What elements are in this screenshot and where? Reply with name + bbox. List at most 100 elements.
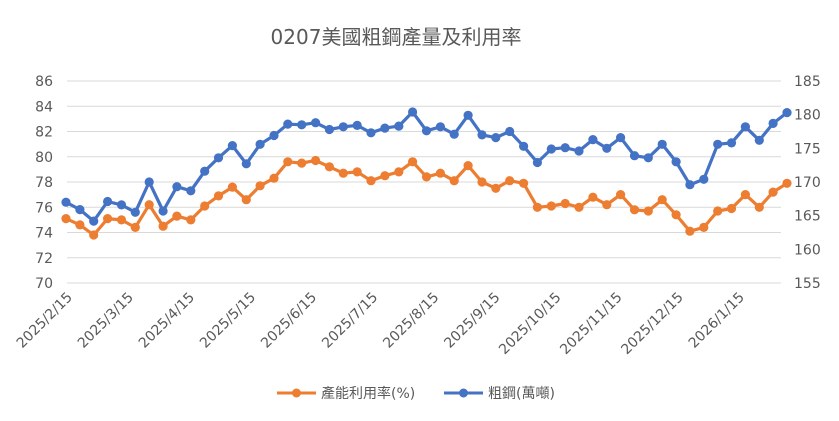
data-point — [560, 198, 570, 209]
data-point — [255, 181, 265, 191]
data-point — [629, 205, 640, 215]
legend-marker-utilization — [292, 388, 301, 398]
data-point — [172, 182, 182, 192]
legend-label-steel: 粗鋼(萬噸) — [488, 386, 555, 402]
x-tick-label: 2025/7/15 — [319, 290, 381, 352]
x-tick-label: 2025/11/15 — [557, 290, 625, 358]
left-tick-label: 78 — [35, 175, 53, 191]
data-point — [172, 211, 182, 221]
data-point — [130, 207, 140, 217]
data-point — [588, 135, 598, 145]
data-point — [435, 122, 445, 132]
data-point — [463, 161, 473, 171]
gridlines — [67, 80, 781, 284]
x-tick-label: 2025/8/15 — [380, 290, 442, 352]
data-point — [352, 120, 362, 130]
data-point — [477, 177, 487, 187]
data-point — [546, 144, 556, 154]
series-0 — [61, 155, 792, 240]
data-point — [338, 122, 348, 132]
data-point — [75, 205, 85, 215]
data-point — [449, 129, 459, 139]
legend: 產能利用率(%) 粗鋼(萬噸) — [277, 385, 555, 402]
data-point — [435, 168, 445, 178]
left-tick-label: 80 — [35, 150, 53, 166]
data-point — [491, 133, 501, 143]
data-point — [394, 121, 404, 131]
data-point — [186, 186, 196, 196]
series-line — [65, 158, 788, 237]
x-tick-label: 2025/5/15 — [197, 290, 259, 352]
right-tick-label: 155 — [794, 276, 821, 292]
data-point — [61, 214, 71, 224]
legend-item-steel: 粗鋼(萬噸) — [444, 386, 555, 402]
left-tick-label: 76 — [35, 200, 53, 216]
right-tick-label: 170 — [794, 175, 821, 191]
data-point — [324, 124, 334, 135]
left-tick-label: 74 — [35, 226, 53, 242]
data-point — [532, 157, 543, 168]
data-point — [421, 172, 432, 182]
data-point — [352, 167, 362, 177]
data-point — [241, 159, 251, 169]
x-tick-label: 2025/9/15 — [441, 290, 503, 352]
data-point — [671, 157, 681, 167]
data-point — [463, 110, 473, 120]
x-tick-label: 2025/12/15 — [618, 290, 686, 358]
data-point — [449, 176, 459, 186]
legend-item-utilization: 產能利用率(%) — [277, 385, 415, 402]
data-point — [519, 141, 529, 151]
right-tick-label: 180 — [794, 108, 821, 124]
data-point — [380, 171, 390, 181]
data-point — [519, 178, 529, 188]
data-point — [200, 201, 210, 211]
chart-title: 0207美國粗鋼產量及利用率 — [271, 25, 522, 49]
data-point — [740, 122, 751, 132]
left-tick-label: 70 — [35, 276, 53, 292]
data-point — [61, 197, 71, 207]
data-point — [89, 216, 99, 226]
x-tick-label: 2025/2/15 — [14, 290, 76, 352]
data-point — [158, 221, 168, 231]
left-tick-label: 84 — [35, 99, 53, 115]
data-point — [89, 230, 99, 240]
series-1 — [61, 107, 792, 226]
data-point — [408, 157, 418, 167]
data-point — [103, 196, 113, 207]
data-point — [505, 176, 515, 186]
data-point — [338, 168, 348, 178]
data-point — [227, 141, 237, 151]
data-point — [588, 192, 598, 202]
data-point — [297, 120, 307, 130]
data-point — [616, 190, 626, 200]
data-point — [643, 153, 653, 163]
left-tick-label: 86 — [35, 74, 53, 90]
data-point — [754, 202, 764, 212]
right-tick-label: 175 — [794, 141, 821, 157]
data-point — [657, 195, 667, 205]
data-point — [116, 200, 127, 210]
left-tick-label: 72 — [35, 251, 53, 267]
data-point — [269, 173, 279, 183]
data-point — [602, 143, 612, 153]
left-y-axis: 70 72 74 76 78 80 82 84 86 — [35, 74, 53, 292]
data-point — [186, 215, 196, 225]
x-axis: 2025/2/15 2025/3/15 2025/4/15 2025/5/15 2025… — [14, 290, 748, 358]
data-point — [560, 143, 570, 153]
data-point — [657, 139, 667, 149]
data-point — [366, 128, 376, 138]
right-tick-label: 185 — [794, 74, 821, 90]
data-point — [103, 214, 113, 224]
data-point — [408, 107, 418, 117]
data-point — [311, 118, 321, 128]
data-point — [754, 135, 764, 145]
data-point — [144, 200, 154, 210]
data-point — [643, 206, 653, 216]
data-point — [227, 182, 237, 192]
data-point — [574, 146, 584, 156]
x-tick-label: 2025/4/15 — [136, 290, 198, 352]
data-point — [116, 215, 127, 225]
left-tick-label: 82 — [35, 125, 53, 141]
legend-label-utilization: 產能利用率(%) — [321, 385, 415, 402]
data-point — [311, 155, 321, 166]
